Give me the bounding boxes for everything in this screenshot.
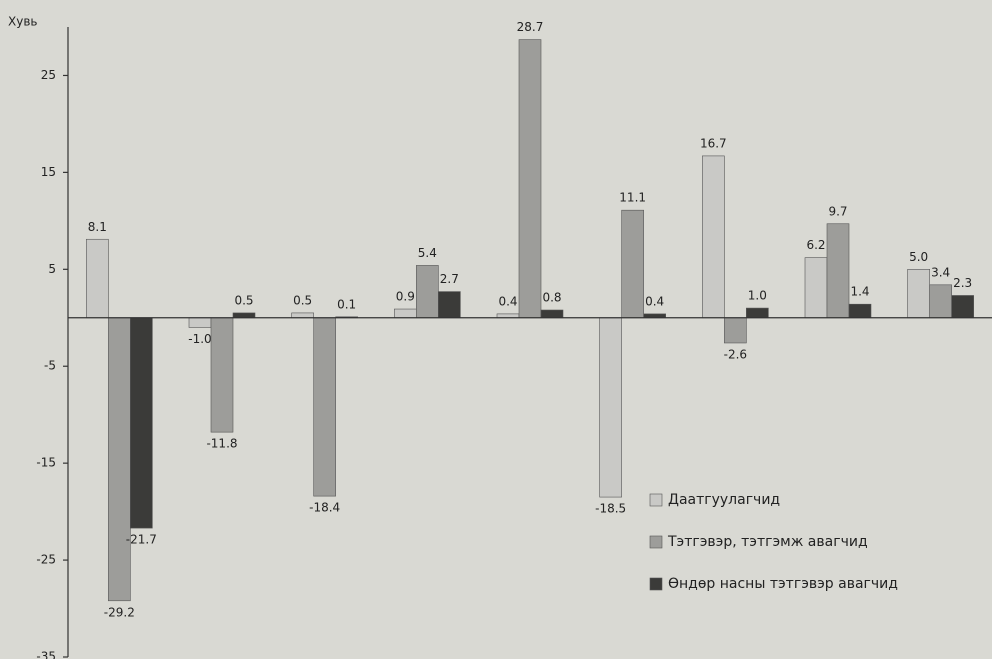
bar (848, 303, 872, 319)
data-label: 11.1 (619, 191, 646, 205)
data-label: 1.4 (850, 285, 869, 299)
legend-swatch (649, 535, 663, 549)
bar (232, 312, 256, 319)
bar (929, 284, 952, 319)
y-tick-label: -15 (36, 456, 56, 470)
data-label: 0.4 (645, 294, 664, 308)
y-tick-label: -25 (36, 553, 56, 567)
bar (746, 307, 769, 319)
data-label: -1.0 (188, 332, 211, 346)
data-label: 8.1 (88, 220, 107, 234)
bar (540, 309, 564, 319)
data-label: -21.7 (126, 533, 157, 547)
bar (438, 291, 461, 319)
data-label: 2.7 (440, 272, 459, 286)
data-label: -18.5 (595, 502, 626, 516)
bar (210, 317, 234, 433)
bar (313, 317, 336, 497)
bar (599, 317, 622, 498)
bar (804, 257, 828, 319)
bar (394, 308, 417, 319)
legend-swatch (649, 493, 663, 507)
legend-label: Даатгуулагчид (668, 492, 780, 508)
legend-label: Тэтгэвэр, тэтгэмж авагчид (667, 534, 868, 550)
legend-label: Өндөр насны тэтгэвэр авагчид (668, 576, 898, 592)
bar (291, 312, 314, 319)
data-label: 28.7 (517, 20, 544, 34)
data-label: 5.4 (418, 246, 437, 260)
data-label: 9.7 (828, 204, 847, 218)
data-label: 6.2 (806, 238, 825, 252)
data-label: 0.1 (337, 297, 356, 311)
data-label: 1.0 (748, 289, 767, 303)
bar (621, 209, 644, 319)
bar (724, 317, 747, 344)
data-label: 16.7 (700, 136, 727, 150)
y-tick-label: 15 (41, 165, 56, 179)
bar (951, 295, 974, 319)
y-tick-label: 5 (48, 262, 56, 276)
bar (188, 317, 212, 328)
bar (416, 265, 439, 319)
y-axis-label: Хувь (8, 15, 37, 29)
bar (826, 223, 850, 319)
data-label: 0.5 (293, 293, 312, 307)
bar (702, 155, 725, 319)
data-label: 0.9 (396, 290, 415, 304)
data-label: 0.5 (234, 293, 253, 307)
bar (130, 317, 153, 529)
bar (907, 269, 930, 319)
data-label: 0.8 (542, 291, 561, 305)
data-label: -11.8 (206, 437, 237, 451)
bar (518, 39, 542, 319)
bar (86, 238, 109, 319)
data-label: -2.6 (724, 347, 747, 361)
y-tick-label: 25 (41, 68, 56, 82)
data-label: 0.4 (498, 294, 517, 308)
data-label: 5.0 (909, 250, 928, 264)
y-tick-label: -35 (36, 650, 56, 659)
y-tick-label: -5 (44, 359, 56, 373)
legend-swatch (649, 577, 663, 591)
data-label: 2.3 (953, 276, 972, 290)
bar (108, 317, 131, 602)
data-label: -18.4 (309, 501, 340, 515)
data-label: -29.2 (104, 605, 135, 619)
data-label: 3.4 (931, 265, 950, 279)
